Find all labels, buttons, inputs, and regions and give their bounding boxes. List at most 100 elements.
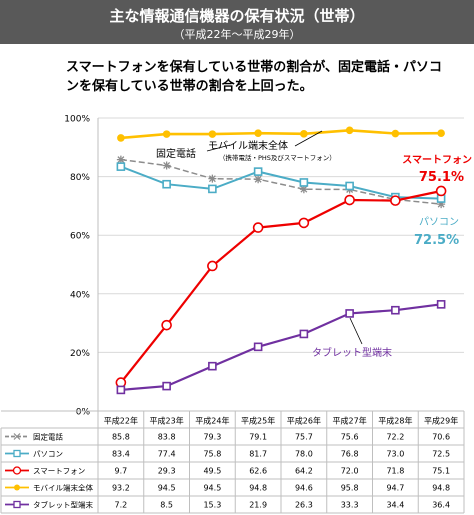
data-label-tablet: 34.4 bbox=[386, 501, 404, 510]
y-tick-label: 40% bbox=[70, 290, 90, 300]
data-label-pc: 78.0 bbox=[295, 450, 313, 459]
data-label-landline: 85.8 bbox=[112, 433, 130, 442]
data-label-mobile: 94.8 bbox=[249, 484, 267, 493]
data-label-landline: 83.8 bbox=[158, 433, 176, 442]
legend-label-smartphone: スマートフォン bbox=[33, 467, 85, 476]
data-label-landline: 79.3 bbox=[203, 433, 221, 442]
point-smartphone bbox=[298, 217, 310, 229]
point-landline bbox=[162, 161, 171, 170]
x-tick-label: 平成22年 bbox=[104, 416, 138, 426]
headline-line-2: ンを保有している世帯の割合を上回った。 bbox=[66, 79, 313, 94]
series-markers bbox=[115, 126, 447, 395]
point-pc bbox=[299, 178, 309, 187]
y-tick-label: 0% bbox=[76, 408, 91, 418]
data-label-tablet: 8.5 bbox=[160, 501, 173, 510]
data-label-tablet: 15.3 bbox=[203, 501, 221, 510]
point-pc bbox=[208, 184, 217, 194]
series-line-landline bbox=[120, 158, 442, 205]
legend-marker-mobile bbox=[14, 484, 20, 491]
legend-label-mobile: モバイル端末全体 bbox=[33, 483, 93, 493]
data-label-tablet: 36.4 bbox=[432, 501, 450, 510]
data-label-pc: 83.4 bbox=[112, 450, 130, 459]
x-tick-label: 平成26年 bbox=[287, 416, 321, 426]
headline-line-1: スマートフォンを保有している世帯の割合が、固定電話・パソコ bbox=[66, 60, 442, 75]
data-label-landline: 70.6 bbox=[432, 433, 450, 442]
point-mobile bbox=[391, 129, 400, 138]
point-smartphone bbox=[390, 195, 401, 206]
series-line-smartphone bbox=[120, 189, 442, 384]
title-banner: 主な情報通信機器の保有状況（世帯） （平成22年～平成29年） bbox=[0, 0, 474, 44]
series-line-pc bbox=[120, 165, 442, 200]
series-line-tablet bbox=[120, 303, 442, 391]
point-pc bbox=[253, 167, 263, 176]
annotation-smartphone-value: 75.1% bbox=[419, 170, 464, 185]
point-smartphone bbox=[207, 260, 218, 272]
y-axis: 0% 20% 40% 60% 80% 100% bbox=[64, 115, 99, 418]
data-label-mobile: 94.5 bbox=[203, 484, 221, 493]
point-tablet bbox=[299, 329, 309, 339]
legend-marker-landline bbox=[13, 433, 21, 440]
data-label-smartphone: 29.3 bbox=[158, 467, 176, 476]
point-smartphone bbox=[344, 194, 355, 206]
data-label-pc: 81.7 bbox=[249, 450, 267, 459]
data-label-tablet: 33.3 bbox=[341, 501, 359, 510]
data-label-smartphone: 62.6 bbox=[249, 467, 267, 476]
annotation-mobile: モバイル端末全体 bbox=[208, 139, 288, 152]
annotation-pc: パソコン bbox=[419, 216, 459, 228]
data-label-mobile: 93.2 bbox=[112, 484, 130, 493]
data-label-smartphone: 9.7 bbox=[115, 467, 128, 476]
point-tablet bbox=[436, 300, 446, 309]
data-label-mobile: 94.7 bbox=[386, 484, 404, 493]
y-tick-label: 100% bbox=[64, 115, 90, 125]
data-label-pc: 75.8 bbox=[203, 450, 221, 459]
point-mobile bbox=[162, 130, 171, 138]
data-label-landline: 79.1 bbox=[249, 433, 267, 442]
x-tick-label: 平成23年 bbox=[150, 416, 184, 426]
annotation-landline: 固定電話 bbox=[156, 147, 196, 160]
data-label-tablet: 7.2 bbox=[115, 501, 128, 510]
landline-leader bbox=[206, 144, 231, 152]
annotation-tablet: タブレット型端末 bbox=[312, 346, 392, 359]
point-mobile bbox=[208, 130, 217, 138]
point-tablet bbox=[345, 309, 354, 318]
data-label-pc: 77.4 bbox=[158, 450, 176, 459]
annotation-smartphone: スマートフォン bbox=[402, 154, 472, 166]
data-label-smartphone: 64.2 bbox=[295, 467, 313, 476]
point-landline bbox=[299, 185, 308, 194]
legend-label-pc: パソコン bbox=[33, 450, 63, 459]
point-smartphone bbox=[161, 319, 172, 331]
legend-marker-tablet bbox=[13, 500, 21, 509]
point-tablet bbox=[116, 385, 126, 395]
data-label-mobile: 94.6 bbox=[295, 484, 313, 493]
point-landline bbox=[116, 155, 125, 164]
data-label-landline: 72.2 bbox=[386, 433, 404, 442]
point-mobile bbox=[300, 130, 308, 138]
x-tick-label: 平成25年 bbox=[241, 416, 275, 426]
data-label-mobile: 94.5 bbox=[158, 484, 176, 493]
data-label-smartphone: 49.5 bbox=[203, 467, 221, 476]
data-label-smartphone: 72.0 bbox=[341, 467, 359, 476]
point-mobile bbox=[117, 134, 125, 142]
point-tablet bbox=[162, 381, 171, 391]
point-pc bbox=[345, 181, 354, 191]
annotation-pc-value: 72.5% bbox=[414, 233, 459, 248]
data-table: 平成22年 平成23年 平成24年 平成25年 平成26年 平成27年 平成28年 平成29年… bbox=[0, 410, 465, 514]
x-tick-label: 平成27年 bbox=[333, 416, 367, 426]
chart-title: 主な情報通信機器の保有状況（世帯） bbox=[109, 7, 365, 25]
data-label-mobile: 94.8 bbox=[432, 484, 450, 493]
chart-subtitle: （平成22年～平成29年） bbox=[173, 28, 301, 41]
y-tick-label: 60% bbox=[70, 232, 90, 242]
data-label-smartphone: 75.1 bbox=[432, 467, 450, 476]
point-landline bbox=[254, 175, 263, 184]
point-pc bbox=[116, 162, 126, 171]
point-smartphone bbox=[252, 222, 264, 233]
point-mobile bbox=[437, 129, 445, 138]
y-tick-label: 80% bbox=[70, 173, 90, 183]
x-tick-label: 平成29年 bbox=[424, 416, 458, 426]
annotation-leaders bbox=[206, 130, 363, 345]
data-label-landline: 75.7 bbox=[295, 433, 313, 442]
data-label-smartphone: 71.8 bbox=[386, 467, 404, 476]
point-pc bbox=[162, 179, 171, 189]
point-tablet bbox=[391, 305, 400, 315]
